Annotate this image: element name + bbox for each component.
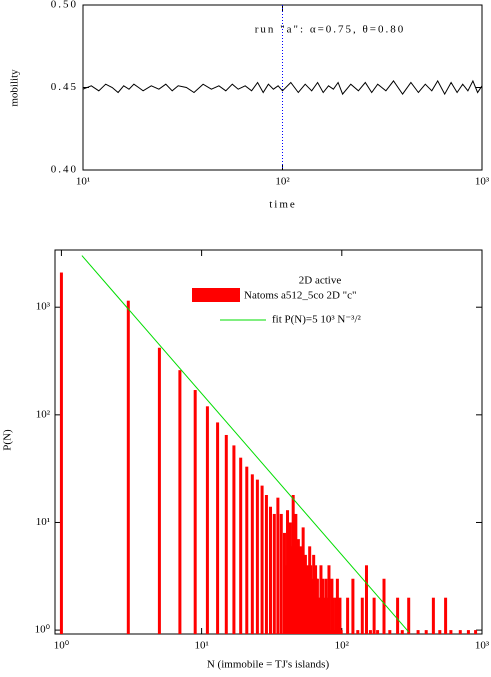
bar [232, 445, 236, 634]
x-tick-label: 10¹ [76, 176, 90, 188]
bar [205, 406, 209, 634]
legend-label: Natoms a512_5co 2D "c" [244, 290, 357, 302]
legend-label: fit P(N)=5 10³ N⁻³/² [272, 314, 362, 326]
bar [322, 597, 326, 634]
bar [474, 630, 478, 634]
bar [458, 630, 462, 634]
bar [255, 479, 259, 634]
bar [291, 494, 295, 634]
bar [356, 630, 360, 634]
bar [312, 554, 316, 634]
bar [315, 578, 319, 634]
y-tick-label: 10⁰ [35, 624, 51, 636]
plot-frame [54, 249, 483, 635]
bar [224, 434, 228, 634]
bar [360, 597, 364, 634]
bar [325, 597, 329, 634]
x-tick-label: 10¹ [194, 640, 208, 652]
bar [59, 272, 63, 634]
bar [346, 597, 350, 634]
data-line [81, 255, 410, 633]
bar [260, 485, 264, 634]
bar [321, 578, 325, 634]
bar [216, 422, 220, 634]
bar [376, 630, 380, 634]
y-tick-label: 0.40 [51, 164, 78, 176]
bar [239, 457, 243, 634]
x-tick-label: 10³ [475, 176, 490, 188]
y-tick-label: 10² [36, 408, 51, 420]
bar [351, 578, 355, 634]
x-tick-label: 10² [335, 640, 350, 652]
bar [444, 597, 448, 634]
bar [324, 578, 328, 634]
y-tick-label: 0.50 [51, 0, 78, 11]
legend-swatch [192, 288, 240, 302]
bar [388, 630, 392, 634]
bar [431, 597, 435, 634]
bar [286, 510, 290, 634]
bar [327, 565, 331, 634]
bar [407, 597, 411, 634]
bar [466, 630, 470, 634]
bar [335, 578, 339, 634]
bar [319, 565, 323, 634]
bar [400, 630, 404, 634]
bar [279, 513, 283, 634]
x-tick-label: 10⁰ [54, 640, 70, 652]
bar [339, 630, 343, 634]
bar [368, 630, 372, 634]
bar [449, 630, 453, 634]
y-axis-label: P(N) [2, 429, 14, 451]
annotation: run "a": α=0.75, θ=0.80 [255, 24, 406, 36]
bar [157, 347, 161, 634]
bar [282, 532, 286, 634]
y-tick-label: 10³ [36, 301, 51, 313]
bar [396, 597, 400, 634]
y-tick-label: 0.45 [51, 81, 78, 93]
bar [364, 565, 368, 634]
y-tick-label: 10¹ [36, 516, 50, 528]
bar [424, 630, 428, 634]
bar [372, 597, 376, 634]
bar [301, 527, 305, 634]
y-axis-label: mobility [9, 69, 21, 107]
bar [178, 370, 182, 634]
bar [416, 630, 420, 634]
x-tick-label: 10² [275, 176, 290, 188]
bar [245, 466, 249, 634]
bar [268, 506, 272, 634]
bar [276, 497, 280, 634]
bar [331, 597, 335, 634]
bar [264, 494, 268, 634]
legend-title: 2D active [299, 275, 342, 287]
data-line [82, 79, 483, 96]
bar [382, 578, 386, 634]
bar [126, 300, 130, 634]
bar [250, 474, 254, 634]
bar [193, 390, 197, 634]
bar [284, 565, 288, 634]
x-axis-label: time [269, 199, 297, 211]
bar [438, 630, 442, 634]
x-tick-label: 10³ [475, 640, 490, 652]
bar [272, 513, 276, 634]
bar [338, 597, 342, 634]
x-axis-label: N (immobile = TJ's islands) [207, 659, 330, 671]
